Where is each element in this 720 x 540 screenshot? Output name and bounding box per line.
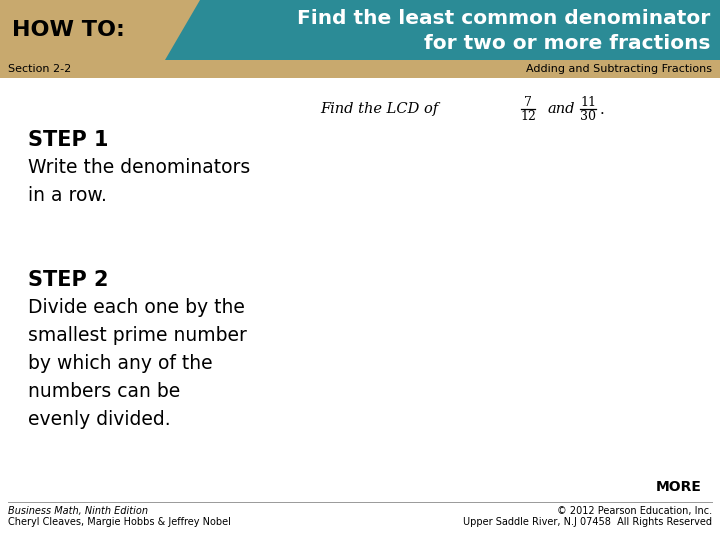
Bar bbox=[0, 0, 720, 60]
Text: Write the denominators
in a row.: Write the denominators in a row. bbox=[28, 158, 251, 205]
Text: 12: 12 bbox=[520, 111, 536, 124]
Text: and: and bbox=[548, 102, 575, 116]
Text: 11: 11 bbox=[580, 96, 596, 109]
Text: MORE: MORE bbox=[656, 480, 702, 494]
Text: Adding and Subtracting Fractions: Adding and Subtracting Fractions bbox=[526, 64, 712, 74]
Text: Section 2-2: Section 2-2 bbox=[8, 64, 71, 74]
Bar bbox=[0, 78, 720, 502]
Text: 7: 7 bbox=[524, 96, 532, 109]
Text: for two or more fractions: for two or more fractions bbox=[423, 33, 710, 53]
Text: 30: 30 bbox=[580, 111, 596, 124]
Text: Find the LCD of: Find the LCD of bbox=[320, 102, 438, 116]
Text: .: . bbox=[600, 103, 605, 117]
Text: Divide each one by the
smallest prime number
by which any of the
numbers can be
: Divide each one by the smallest prime nu… bbox=[28, 298, 247, 429]
Text: STEP 1: STEP 1 bbox=[28, 130, 109, 150]
Text: Find the least common denominator: Find the least common denominator bbox=[297, 9, 710, 28]
Polygon shape bbox=[0, 0, 200, 60]
Text: Business Math, Ninth Edition: Business Math, Ninth Edition bbox=[8, 506, 148, 516]
Text: Cheryl Cleaves, Margie Hobbs & Jeffrey Nobel: Cheryl Cleaves, Margie Hobbs & Jeffrey N… bbox=[8, 517, 231, 527]
Text: STEP 2: STEP 2 bbox=[28, 270, 109, 290]
Bar bbox=[0, 60, 720, 78]
Text: Upper Saddle River, N.J 07458  All Rights Reserved: Upper Saddle River, N.J 07458 All Rights… bbox=[463, 517, 712, 527]
Text: HOW TO:: HOW TO: bbox=[12, 20, 125, 40]
Text: © 2012 Pearson Education, Inc.: © 2012 Pearson Education, Inc. bbox=[557, 506, 712, 516]
